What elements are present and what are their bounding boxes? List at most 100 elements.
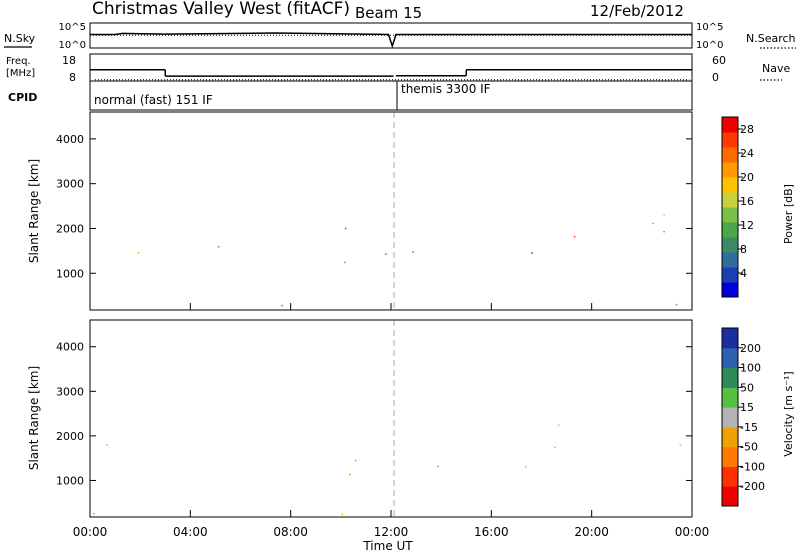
velocity-colorbar-swatches	[722, 328, 738, 507]
x-tick-label: 12:00	[374, 525, 409, 539]
velocity-content-cell	[354, 459, 357, 462]
cpid-segment-1-label: normal (fast) 151 IF	[94, 93, 213, 107]
power-colorbar: 4 8 12 16 20 24 28 Power [dB]	[721, 116, 795, 298]
power-content-cell	[281, 304, 283, 307]
power-content-cell	[652, 222, 654, 225]
y-tick-label: 2000	[56, 430, 84, 443]
colorbar-swatch	[722, 132, 738, 148]
velocity-content-cell	[93, 512, 95, 515]
x-tick-label: 04:00	[173, 525, 208, 539]
power-ylabel: Slant Range [km]	[27, 159, 41, 263]
colorbar-swatch	[722, 252, 738, 268]
colorbar-swatch	[722, 486, 738, 507]
nave-label: Nave	[762, 62, 790, 75]
nsky-panel: 10^5 10^0 10^5 10^0	[59, 22, 724, 51]
freq-label-line1: Freq.	[6, 56, 31, 67]
colorbar-swatch	[722, 117, 738, 133]
time-x-axis: 00:00 04:00 08:00 12:00 16:00 20:00 00:00	[73, 303, 710, 539]
nsky-label: N.Sky	[4, 32, 36, 45]
colorbar-swatch	[722, 407, 738, 428]
freq-label-line2: [MHz]	[6, 68, 35, 79]
nsearch-tick-top: 10^5	[696, 22, 723, 33]
nave-tick-bottom: 0	[712, 71, 719, 84]
velocity-content-cell	[525, 466, 527, 468]
cpid-panel: normal (fast) 151 IF themis 3300 IF	[89, 80, 693, 111]
power-content-cell	[663, 231, 665, 233]
nave-tick-top: 60	[712, 54, 726, 67]
power-y-axis: 1000 2000 3000 4000	[56, 133, 692, 280]
power-content-cell	[344, 227, 347, 230]
colorbar-tick-label: -100	[740, 460, 765, 473]
freq-tick-top: 18	[62, 54, 76, 67]
nsky-series	[90, 32, 692, 49]
velocity-y-axis: 1000 2000 3000 4000	[56, 341, 692, 487]
colorbar-swatch	[722, 207, 738, 223]
y-tick-label: 4000	[56, 133, 84, 146]
freq-panel: 18 8 60 0	[62, 53, 726, 84]
colorbar-tick-label: -50	[740, 441, 758, 454]
colorbar-tick-label: 20	[740, 171, 754, 184]
colorbar-tick-label: 24	[740, 147, 754, 160]
power-panel: 1000 2000 3000 4000 Slant Range [km]	[27, 111, 693, 311]
colorbar-swatch	[722, 177, 738, 193]
nsky-line	[90, 32, 692, 49]
y-tick-label: 3000	[56, 385, 84, 398]
velocity-content-cell	[558, 424, 560, 426]
colorbar-swatch	[722, 162, 738, 178]
colorbar-tick-label: -15	[740, 421, 758, 434]
y-tick-label: 1000	[56, 267, 84, 280]
nsky-tick-bottom: 10^0	[59, 40, 86, 51]
y-tick-label: 2000	[56, 222, 84, 235]
date-label: 12/Feb/2012	[590, 2, 684, 20]
beam-label: Beam 15	[355, 4, 422, 22]
colorbar-tick-label: 100	[740, 362, 761, 375]
freq-tick-bottom: 8	[69, 71, 76, 84]
colorbar-swatch	[722, 147, 738, 163]
freq-frame	[89, 53, 693, 82]
velocity-colorbar: 200 100 50 15 -15 -50 -100 -200 Velocity [m s⁻¹…	[721, 327, 795, 507]
velocity-content-cell	[554, 446, 556, 448]
power-colorbar-ticks: 4 8 12 16 20 24 28	[738, 123, 754, 280]
colorbar-swatch	[722, 267, 738, 283]
power-content-cell	[412, 251, 414, 253]
velocity-content-cell	[437, 465, 439, 468]
colorbar-tick-label: 4	[740, 267, 747, 280]
velocity-ylabel: Slant Range [km]	[27, 366, 41, 470]
colorbar-tick-label: 8	[740, 243, 747, 256]
power-scatter	[137, 214, 678, 307]
colorbar-swatch	[722, 446, 738, 467]
power-content-cell	[675, 303, 678, 306]
x-tick-label: 08:00	[273, 525, 308, 539]
velocity-content-cell	[106, 444, 108, 446]
velocity-content-cell	[349, 473, 351, 476]
colorbar-tick-label: 12	[740, 219, 754, 232]
nsky-tick-top: 10^5	[59, 22, 86, 33]
x-tick-label: 16:00	[474, 525, 509, 539]
nsearch-label: N.Search	[746, 32, 796, 45]
colorbar-tick-label: 28	[740, 123, 754, 136]
x-tick-label: 00:00	[675, 525, 710, 539]
nsearch-tick-bottom: 10^0	[696, 40, 723, 51]
velocity-colorbar-ticks: 200 100 50 15 -15 -50 -100 -200	[738, 342, 765, 493]
power-content-cell	[531, 252, 533, 254]
y-tick-label: 4000	[56, 341, 84, 354]
colorbar-tick-label: 50	[740, 381, 754, 394]
velocity-frame	[89, 319, 693, 518]
velocity-scatter	[93, 424, 682, 516]
x-axis-label: Time UT	[362, 539, 413, 553]
velocity-colorbar-label: Velocity [m s⁻¹]	[782, 371, 795, 456]
colorbar-swatch	[722, 387, 738, 408]
cpid-frame	[89, 80, 693, 111]
velocity-content-cell	[679, 444, 682, 446]
freq-series	[90, 69, 692, 81]
colorbar-tick-label: 15	[740, 401, 754, 414]
power-frame	[89, 111, 693, 311]
velocity-content-cell	[341, 513, 344, 516]
velocity-colorbar-frame	[721, 327, 739, 507]
colorbar-swatch	[722, 192, 738, 208]
colorbar-swatch	[722, 347, 738, 369]
cpid-segment-2-label: themis 3300 IF	[401, 82, 491, 96]
power-content-cell	[573, 236, 576, 238]
